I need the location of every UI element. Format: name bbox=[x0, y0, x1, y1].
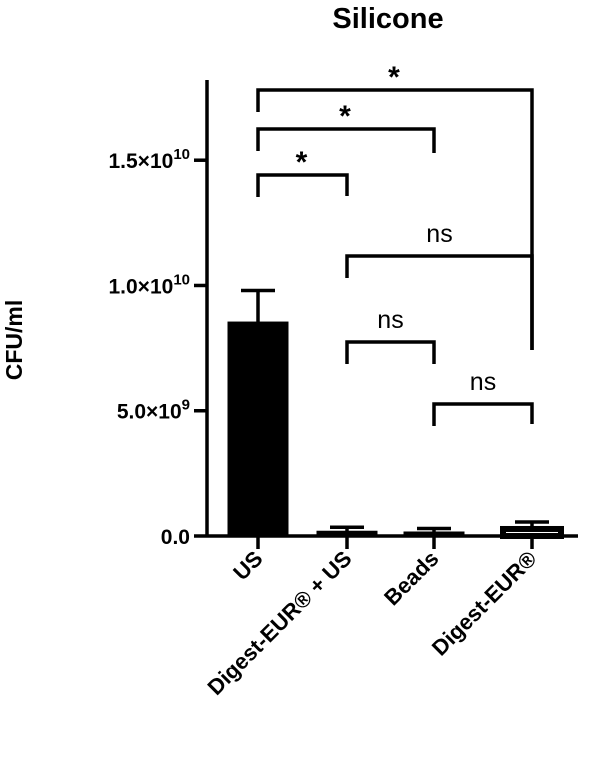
y-tick-label-1: 0.0 bbox=[161, 526, 190, 549]
significance-bracket-6 bbox=[432, 402, 534, 426]
significance-label-3: * bbox=[296, 146, 308, 179]
significance-brackets: * * * ns ns ns bbox=[256, 61, 534, 426]
significance-bracket-1 bbox=[256, 88, 534, 350]
x-tick-label-2: Digest-EUR® + US bbox=[202, 546, 356, 700]
significance-label-2: * bbox=[339, 100, 351, 133]
y-axis-label: CFU/ml bbox=[1, 300, 27, 381]
significance-bracket-5 bbox=[345, 340, 436, 364]
significance-label-4: ns bbox=[426, 220, 452, 248]
significance-label-5: ns bbox=[377, 306, 403, 334]
x-tick-label-1: US bbox=[228, 546, 267, 585]
y-tick-label-3: 1.0×1010 bbox=[108, 271, 190, 298]
significance-bracket-2 bbox=[256, 127, 436, 153]
significance-label-6: ns bbox=[470, 368, 496, 396]
chart-title: Silicone bbox=[332, 3, 443, 35]
significance-bracket-4 bbox=[345, 254, 534, 350]
x-tick-label-3: Beads bbox=[379, 546, 443, 610]
significance-bracket-3 bbox=[256, 173, 349, 197]
x-tick-label-4: Digest-EUR® bbox=[427, 546, 542, 661]
significance-label-1: * bbox=[388, 61, 400, 94]
bar-1 bbox=[227, 321, 289, 538]
y-tick-label-4: 1.5×1010 bbox=[108, 146, 190, 173]
y-tick-label-2: 5.0×109 bbox=[117, 397, 190, 424]
axes-layer: 0.0 5.0×109 1.0×1010 1.5×1010 USDigest-EUR® … bbox=[108, 80, 578, 700]
